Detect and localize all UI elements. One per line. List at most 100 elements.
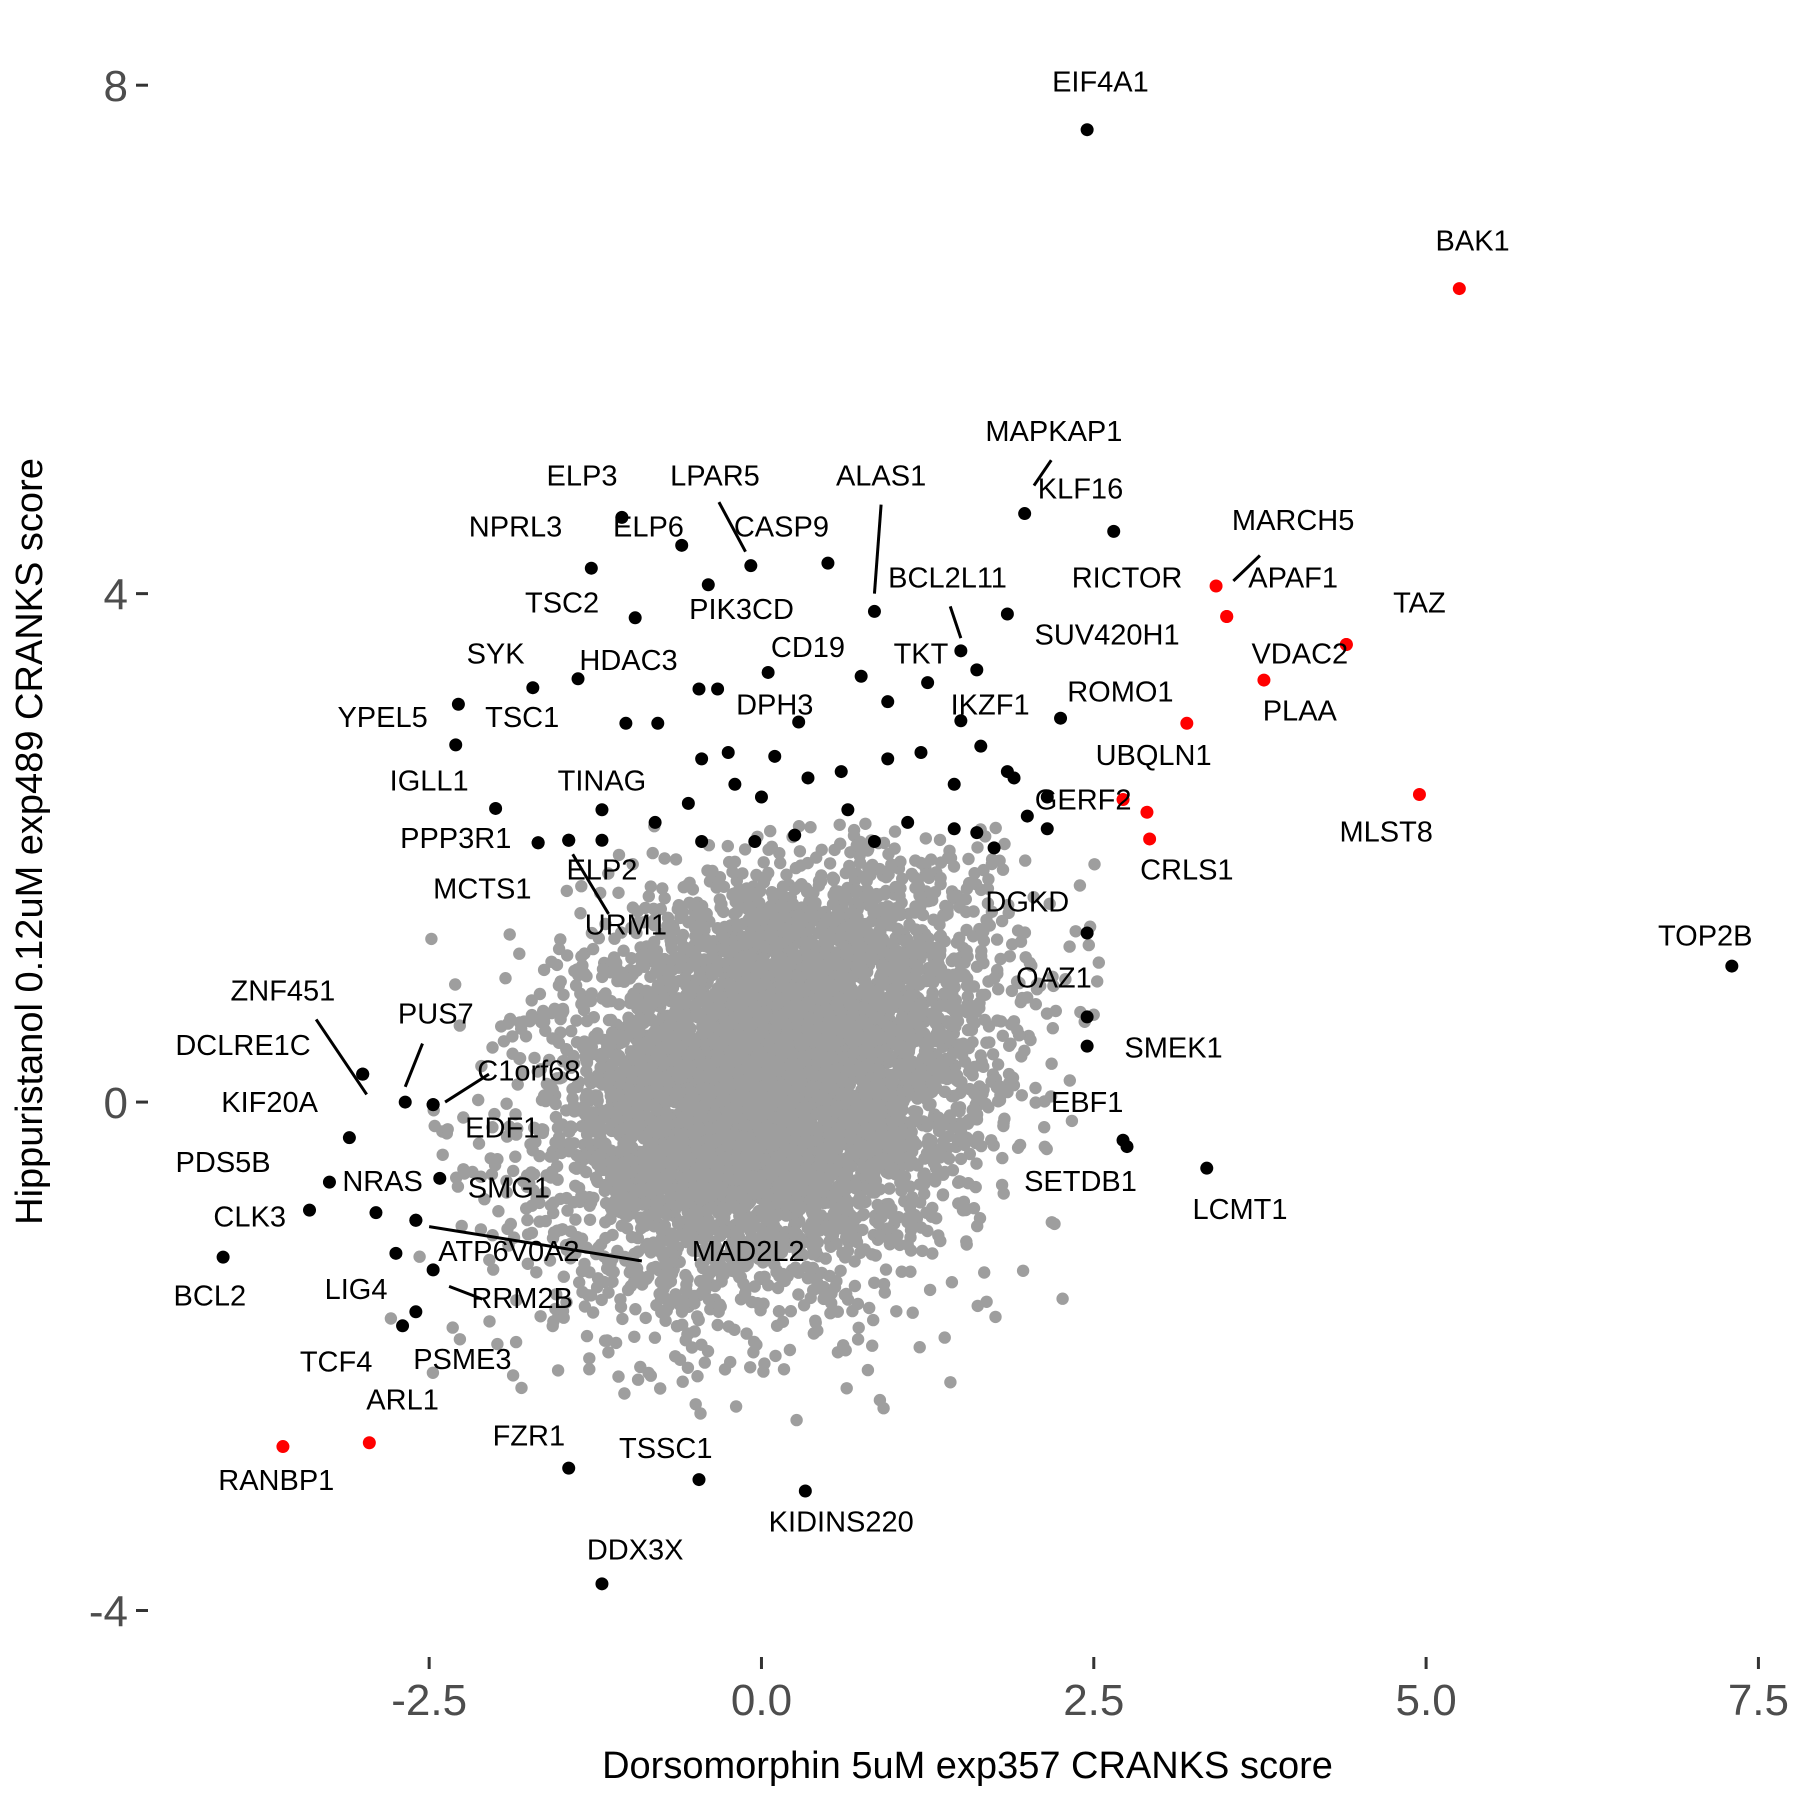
- background-point: [644, 880, 657, 893]
- background-point: [537, 963, 551, 977]
- background-point: [979, 1097, 992, 1111]
- background-point: [606, 1228, 619, 1242]
- background-point: [602, 867, 615, 880]
- background-point: [486, 1041, 499, 1054]
- background-point: [590, 1074, 603, 1088]
- background-point: [475, 1059, 488, 1073]
- background-point: [549, 1110, 563, 1124]
- background-point: [554, 933, 567, 946]
- background-point: [774, 856, 787, 870]
- background-point: [981, 882, 995, 895]
- background-point: [804, 821, 817, 834]
- background-point: [665, 942, 678, 955]
- background-point: [585, 926, 599, 940]
- background-point: [926, 894, 939, 907]
- background-point: [500, 1097, 513, 1110]
- background-point: [509, 1108, 522, 1121]
- background-point: [780, 868, 793, 881]
- background-point: [426, 1366, 440, 1380]
- background-point: [991, 1058, 1005, 1071]
- background-point: [1040, 1142, 1053, 1156]
- background-point: [570, 1014, 583, 1027]
- background-point: [1063, 1074, 1077, 1087]
- background-point: [904, 1224, 918, 1237]
- background-point: [486, 1121, 499, 1134]
- background-point: [1065, 1114, 1079, 1128]
- background-point: [913, 1341, 926, 1354]
- background-point: [453, 1333, 467, 1346]
- background-point: [474, 1223, 488, 1236]
- background-point: [701, 864, 714, 877]
- background-point: [983, 1036, 996, 1049]
- background-point: [801, 1272, 815, 1285]
- background-point: [992, 1095, 1005, 1108]
- background-point: [982, 1020, 996, 1033]
- background-point: [906, 1155, 919, 1169]
- background-point: [967, 905, 980, 918]
- background-point: [972, 1130, 985, 1144]
- background-point: [896, 872, 909, 885]
- background-point: [790, 1413, 803, 1427]
- background-point: [639, 1311, 652, 1325]
- background-point: [521, 1213, 534, 1227]
- background-point: [602, 1286, 615, 1299]
- background-point: [850, 838, 864, 852]
- background-point: [501, 1222, 514, 1236]
- background-point: [485, 1168, 499, 1181]
- background-point: [868, 1276, 881, 1290]
- background-point: [569, 979, 583, 992]
- background-point: [762, 866, 775, 880]
- background-point: [1038, 1121, 1051, 1134]
- background-point: [840, 1382, 853, 1395]
- background-point: [917, 1169, 930, 1182]
- background-point: [954, 1152, 968, 1166]
- background-point: [625, 952, 638, 965]
- background-point: [865, 1248, 879, 1261]
- background-point: [980, 1295, 993, 1309]
- background-point: [1010, 975, 1024, 988]
- background-point: [624, 1279, 638, 1293]
- background-point: [453, 1019, 466, 1032]
- background-point: [851, 1297, 865, 1311]
- background-point: [1063, 940, 1076, 953]
- background-point: [634, 1360, 647, 1374]
- background-point: [499, 972, 512, 985]
- background-point: [777, 1363, 791, 1376]
- background-point: [506, 1369, 520, 1382]
- background-point: [894, 996, 907, 1009]
- background-point: [944, 1376, 957, 1389]
- background-point: [500, 1174, 513, 1188]
- background-point: [985, 853, 999, 866]
- background-point: [867, 1313, 880, 1327]
- background-point: [1045, 1057, 1058, 1070]
- background-point: [852, 1321, 865, 1335]
- background-point: [560, 884, 573, 898]
- background-point: [977, 956, 990, 970]
- background-point: [517, 1175, 530, 1188]
- background-point: [669, 853, 683, 866]
- background-point: [736, 867, 749, 880]
- background-point: [958, 968, 971, 982]
- background-point: [539, 1214, 552, 1228]
- background-point: [676, 1375, 689, 1388]
- background-point: [586, 1306, 600, 1319]
- background-point: [550, 958, 564, 972]
- background-point: [1011, 924, 1025, 937]
- background-point: [609, 1336, 623, 1350]
- background-point: [441, 1123, 454, 1136]
- background-point: [658, 892, 671, 905]
- background-point: [569, 1213, 582, 1226]
- background-point: [849, 883, 863, 896]
- background-point: [1027, 891, 1040, 904]
- background-point: [1044, 1090, 1058, 1103]
- background-point: [744, 1361, 757, 1374]
- background-point: [751, 1297, 764, 1310]
- background-point: [561, 1204, 574, 1217]
- background-point: [656, 882, 669, 895]
- background-point: [647, 914, 661, 927]
- background-point: [615, 1219, 628, 1232]
- background-point: [789, 861, 803, 875]
- background-point: [729, 1400, 743, 1413]
- background-point: [681, 1361, 695, 1375]
- background-point: [938, 1331, 951, 1344]
